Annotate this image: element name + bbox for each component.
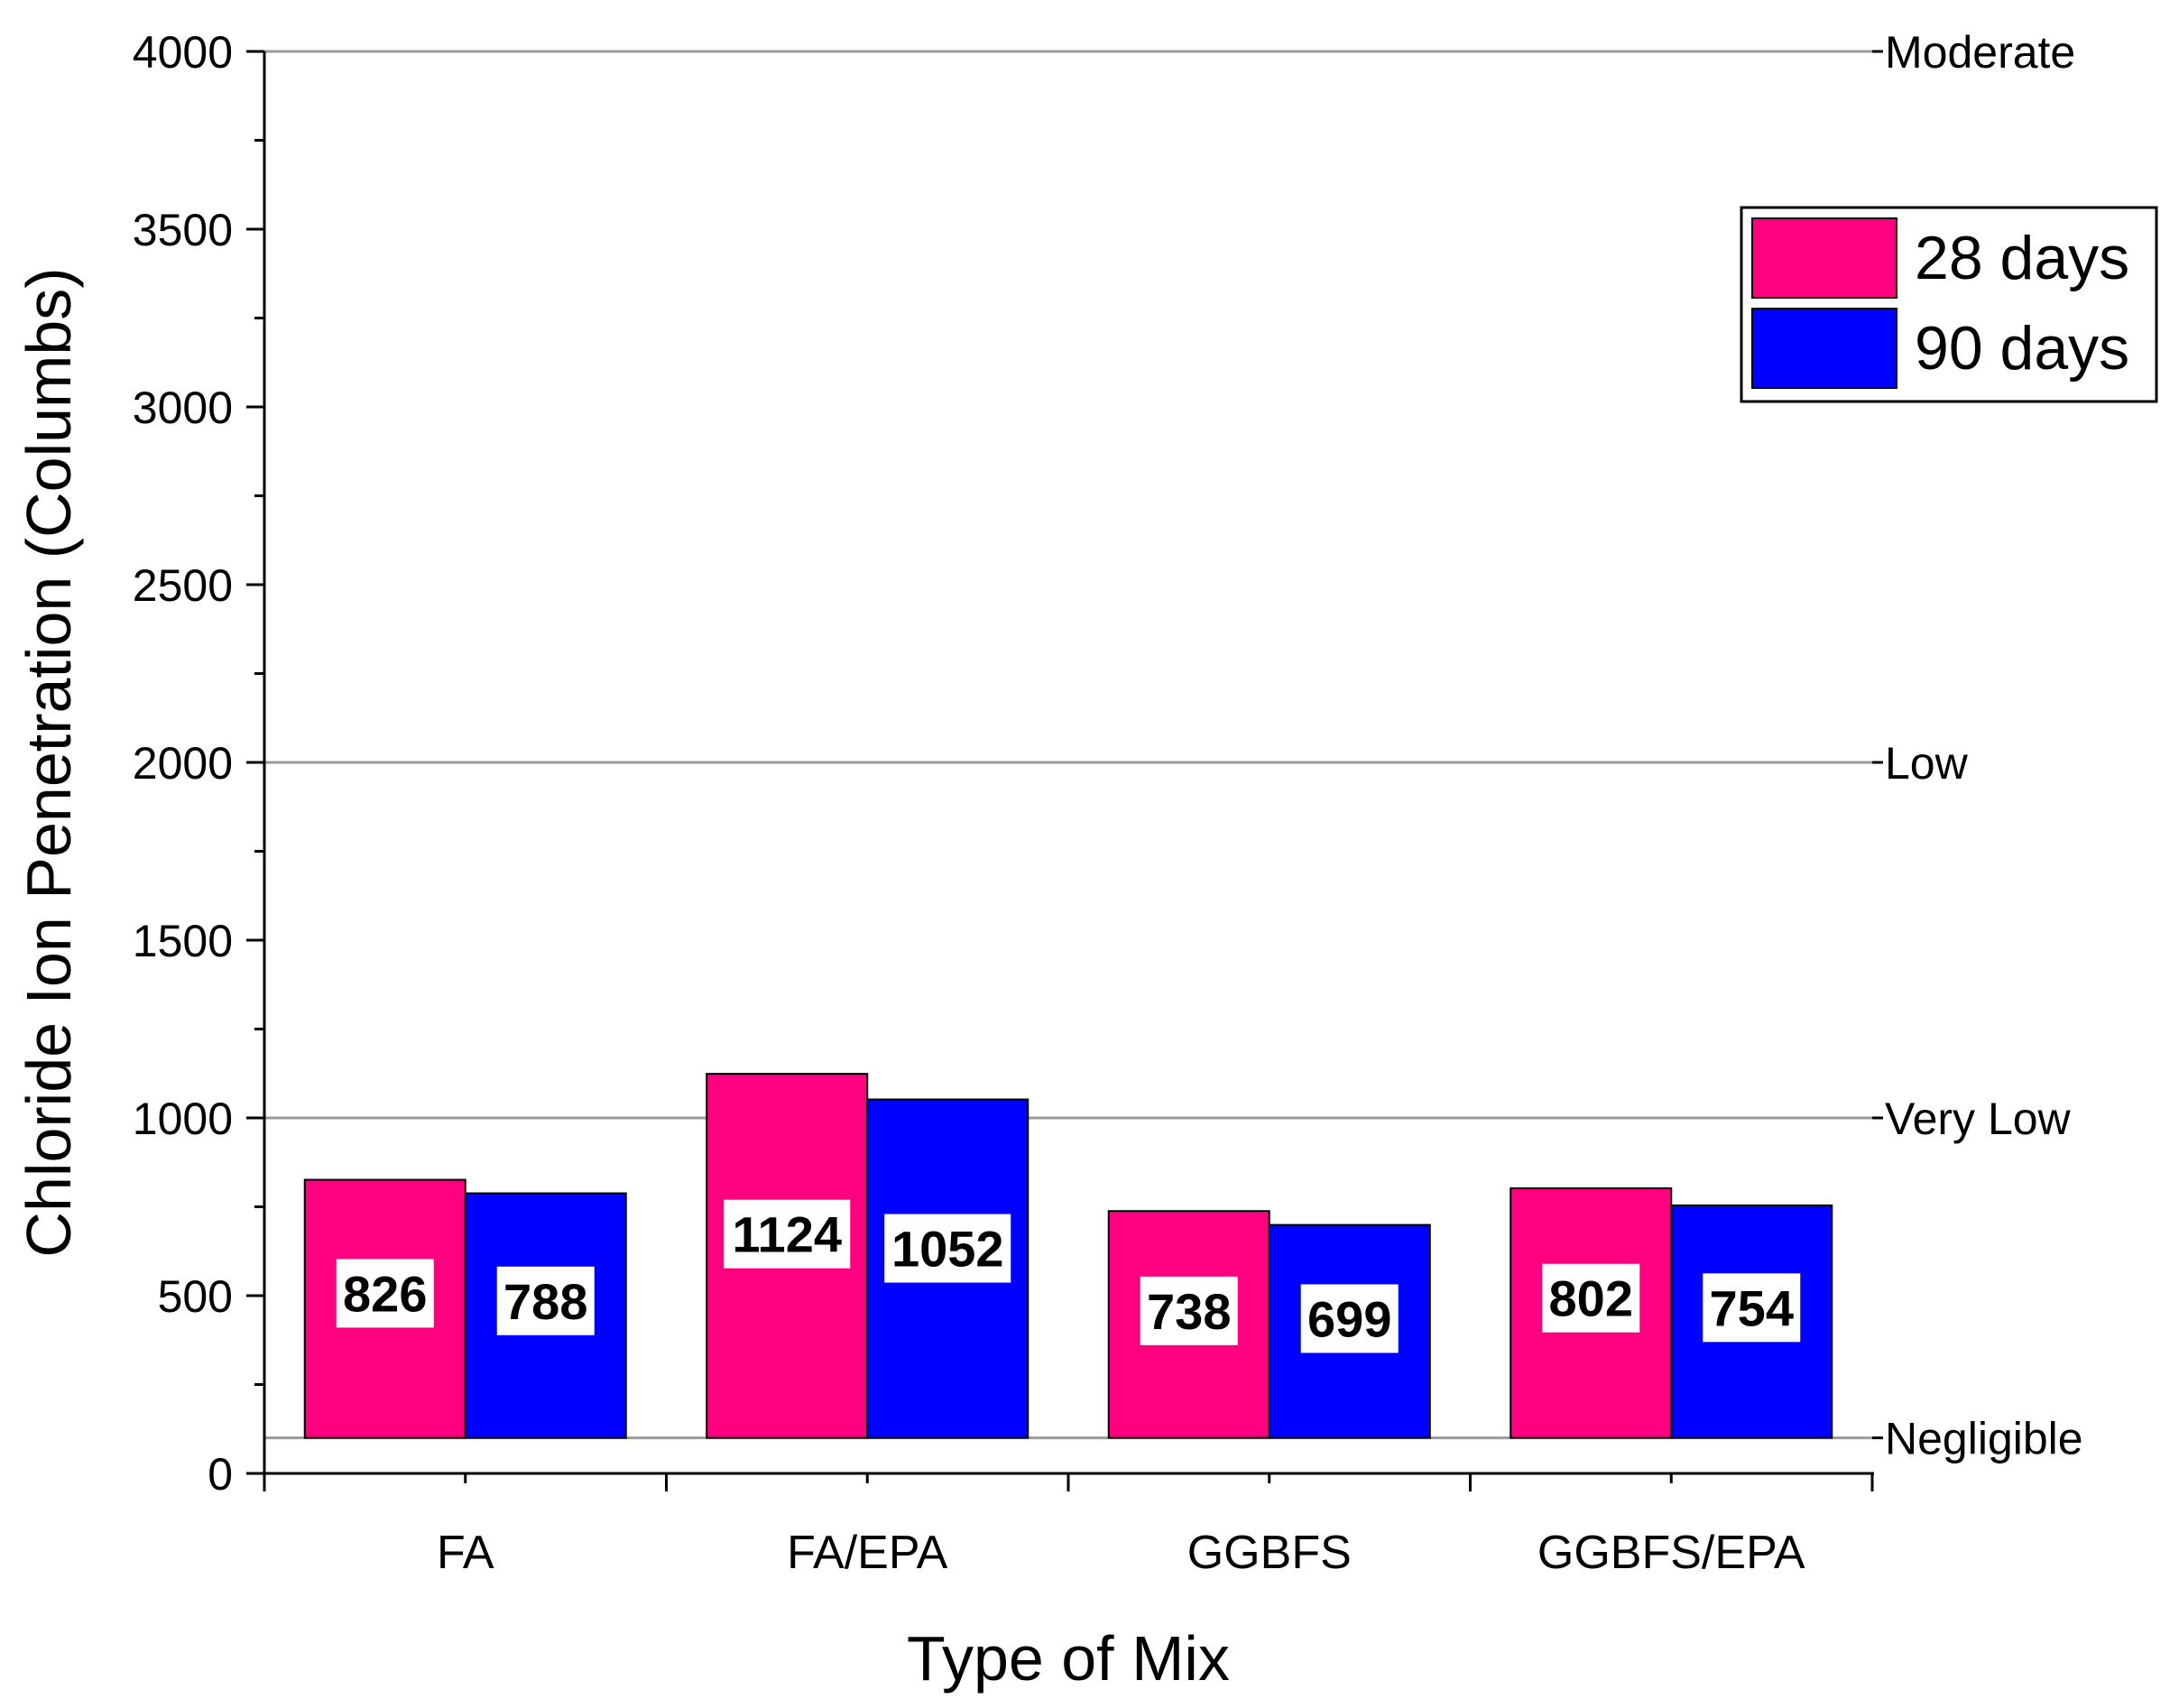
zone-label: Low [1885,738,1969,789]
value-label: 788 [503,1273,587,1330]
y-tick-label: 0 [208,1449,233,1500]
legend: 28 days 90 days [1740,206,2158,403]
y-tick-label: 2000 [133,738,233,789]
x-tick-label: GGBFS/EPA [1537,1527,1805,1579]
y-tick-label: 1500 [133,916,233,966]
zone-label: Moderate [1885,27,2075,78]
value-label: 1124 [733,1206,843,1263]
value-label: 754 [1710,1279,1794,1336]
value-label-box [884,1214,1011,1283]
value-label-box [1703,1273,1801,1343]
y-tick-label: 3000 [133,383,233,433]
value-label-box [496,1266,595,1335]
legend-label: 28 days [1915,224,2129,292]
x-tick-label: GGBFS [1187,1527,1352,1579]
value-label-box [1300,1284,1399,1353]
reference-lines: Moderate Low Very Low Negligible [264,27,2083,1464]
value-label-box [1140,1276,1238,1345]
y-tick-label: 4000 [133,27,233,78]
value-label-box [724,1199,851,1269]
zone-label: Very Low [1885,1094,2072,1144]
legend-label: 90 days [1915,314,2129,383]
legend-swatch [1751,308,1897,389]
value-label: 802 [1549,1270,1633,1327]
y-axis-title: Chloride Ion Penetration (Columbs) [14,267,84,1257]
labels: 826 788 1124 1052 738 699 802 754 [336,1199,1801,1353]
value-label: 738 [1147,1283,1231,1340]
value-label-box [1542,1263,1640,1333]
axes: 0 500 1000 1500 2000 2500 3000 3500 4000 FA FA/EPA… [14,27,1874,1694]
x-axis-title: Type of Mix [907,1623,1230,1694]
y-tick-label: 500 [158,1271,233,1322]
legend-swatch [1751,217,1897,299]
x-tick-label: FA/EPA [787,1527,948,1579]
y-tick-label: 2500 [133,560,233,611]
bars [303,1073,1833,1439]
y-tick-label: 3500 [133,205,233,255]
zone-label: Negligible [1885,1414,2083,1464]
x-tick-label: FA [437,1527,494,1579]
y-tick-label: 1000 [133,1094,233,1144]
value-label: 826 [343,1265,427,1322]
value-label-box [336,1259,434,1328]
value-label: 1052 [891,1221,1004,1278]
value-label: 699 [1307,1290,1391,1347]
